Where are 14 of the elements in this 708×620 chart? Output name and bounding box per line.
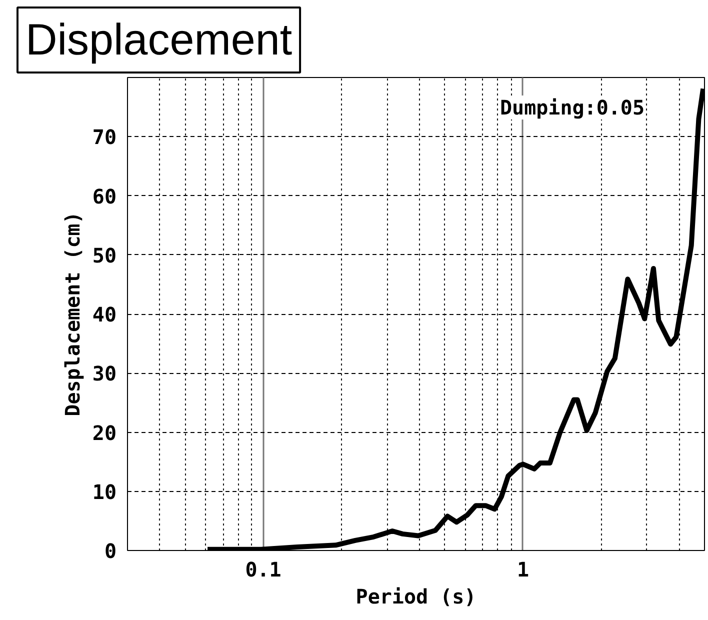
x-tick-label: 0.1	[245, 558, 282, 582]
y-tick-label: 50	[92, 243, 117, 268]
x-axis-title: Period (s)	[356, 584, 476, 608]
y-axis-title: Desplacement (cm)	[60, 212, 84, 416]
y-tick-label: 70	[92, 125, 117, 150]
y-tick-label: 30	[92, 362, 117, 386]
chart-title: Displacement	[26, 16, 292, 64]
y-tick-label: 20	[92, 420, 117, 445]
y-tick-label: 10	[92, 480, 117, 504]
x-tick-label: 1	[516, 558, 530, 582]
y-tick-label: 40	[92, 302, 117, 326]
y-tick-label: 0	[104, 539, 117, 563]
y-tick-label: 60	[92, 184, 117, 208]
annotation: Dumping:0.05	[500, 96, 645, 120]
